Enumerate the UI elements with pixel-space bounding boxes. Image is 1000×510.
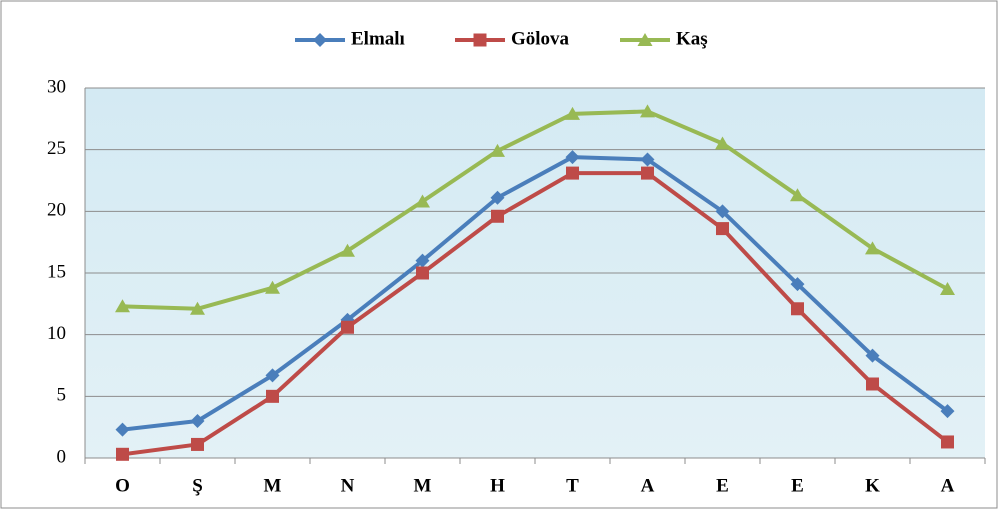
x-tick-label: H (490, 475, 505, 496)
legend-label: Kaş (676, 28, 708, 49)
marker (115, 299, 130, 313)
marker (266, 389, 279, 403)
marker (715, 136, 730, 150)
marker (341, 320, 354, 334)
marker (865, 348, 880, 363)
marker (415, 194, 430, 208)
marker (941, 435, 954, 449)
marker (716, 222, 729, 236)
y-tick-label: 30 (47, 76, 66, 97)
marker (415, 253, 430, 268)
x-tick-label: M (414, 475, 432, 496)
legend-marker (313, 33, 327, 47)
marker (790, 277, 805, 292)
x-tick-label: T (566, 475, 579, 496)
marker (940, 404, 955, 419)
y-tick-label: 0 (57, 446, 67, 467)
marker (790, 188, 805, 202)
x-tick-label: E (716, 475, 729, 496)
marker (265, 368, 280, 383)
legend-marker (637, 33, 653, 46)
legend-marker (473, 33, 487, 47)
y-tick-label: 25 (47, 138, 66, 159)
marker (865, 241, 880, 255)
x-tick-label: M (264, 475, 282, 496)
series-line (122, 155, 949, 432)
legend-label: Gölova (511, 28, 570, 49)
marker (565, 150, 580, 165)
marker (115, 422, 130, 437)
marker (416, 266, 429, 280)
marker (265, 280, 280, 294)
marker (490, 190, 505, 205)
marker (715, 204, 730, 219)
x-tick-label: K (865, 475, 880, 496)
marker (640, 104, 655, 118)
x-tick-label: O (115, 475, 130, 496)
series-line (122, 171, 949, 457)
x-tick-label: Ş (192, 475, 203, 496)
marker (640, 152, 655, 167)
marker (565, 106, 580, 120)
y-tick-label: 20 (47, 200, 66, 221)
x-tick-label: E (791, 475, 804, 496)
marker (490, 143, 505, 157)
x-tick-label: N (341, 475, 355, 496)
marker (190, 301, 205, 315)
marker (116, 447, 129, 461)
marker (340, 243, 355, 257)
marker (940, 282, 955, 296)
x-tick-label: A (641, 475, 655, 496)
y-tick-label: 10 (47, 323, 66, 344)
y-tick-label: 15 (47, 261, 66, 282)
y-tick-label: 5 (57, 385, 67, 406)
series-line (122, 109, 949, 311)
marker (491, 209, 504, 223)
marker (866, 377, 879, 391)
marker (191, 437, 204, 451)
marker (566, 166, 579, 180)
marker (791, 302, 804, 316)
legend-label: Elmalı (351, 28, 405, 49)
marker (641, 166, 654, 180)
x-tick-label: A (941, 475, 955, 496)
marker (190, 414, 205, 428)
